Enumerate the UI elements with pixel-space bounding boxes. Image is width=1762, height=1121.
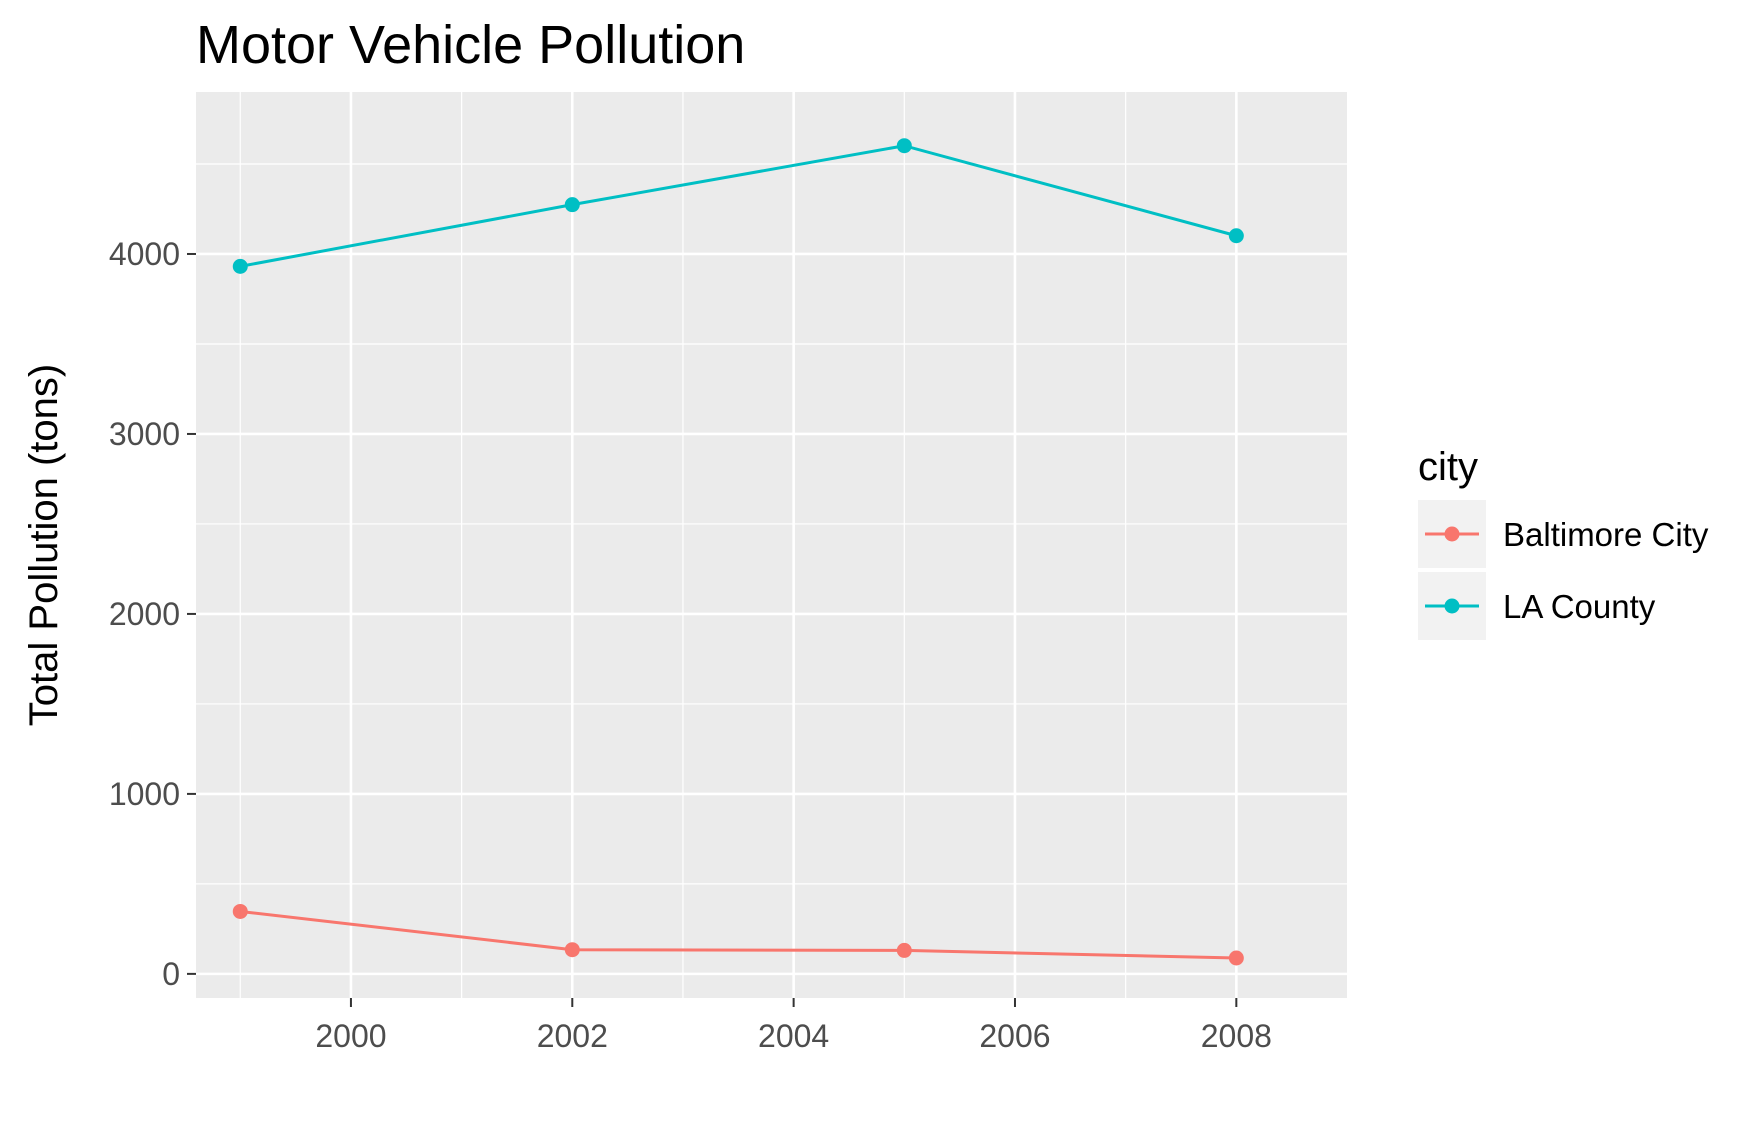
- data-point-baltimore-city: [232, 903, 248, 919]
- data-point-la-county: [232, 258, 248, 274]
- data-point-baltimore-city: [1228, 950, 1244, 966]
- x-axis: 2000 2002 2004 2006 2008: [315, 998, 1272, 1054]
- legend: city Baltimore City LA County: [1418, 445, 1709, 640]
- y-tick-label: 2000: [109, 596, 180, 632]
- grid-major: [196, 92, 1347, 998]
- data-point-la-county: [1228, 228, 1244, 244]
- series-line-la-county: [239, 144, 1237, 268]
- x-tick-label: 2006: [979, 1018, 1050, 1054]
- x-tick-label: 2002: [537, 1018, 608, 1054]
- data-point-la-county: [564, 197, 580, 213]
- data-point-baltimore-city: [564, 942, 580, 958]
- y-tick-label: 0: [162, 956, 180, 992]
- y-tick-label: 1000: [109, 776, 180, 812]
- legend-label-la-county: LA County: [1503, 588, 1656, 625]
- x-tick-label: 2000: [315, 1018, 386, 1054]
- x-tick-label: 2004: [758, 1018, 829, 1054]
- y-axis-title: Total Pollution (tons): [22, 364, 66, 726]
- data-point-la-county: [896, 138, 912, 154]
- chart-title: Motor Vehicle Pollution: [196, 15, 745, 75]
- x-tick-label: 2008: [1201, 1018, 1272, 1054]
- legend-key-point-la-county: [1444, 598, 1460, 614]
- plot-panel: [196, 92, 1347, 998]
- grid-minor: [196, 92, 1347, 998]
- y-tick-label: 4000: [109, 236, 180, 272]
- legend-items: Baltimore City LA County: [1418, 500, 1709, 640]
- legend-key-point-baltimore-city: [1444, 526, 1460, 542]
- legend-title: city: [1418, 445, 1478, 489]
- series-line-baltimore-city: [240, 909, 1237, 960]
- series-layer: [232, 138, 1244, 966]
- legend-label-baltimore-city: Baltimore City: [1503, 516, 1709, 553]
- y-axis: 0 1000 2000 3000 4000: [109, 236, 196, 992]
- data-point-baltimore-city: [896, 942, 912, 958]
- y-tick-label: 3000: [109, 416, 180, 452]
